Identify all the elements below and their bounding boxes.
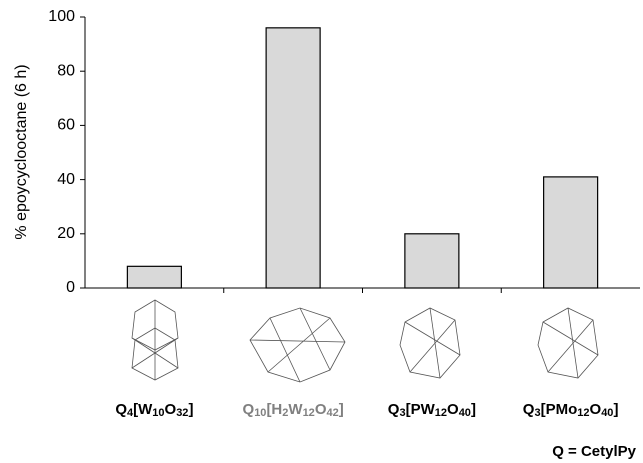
y-axis-label: % epoycyclooctane (6 h) (13, 64, 30, 239)
bar (405, 234, 459, 288)
y-tick-label: 40 (57, 171, 75, 188)
bar (127, 266, 181, 288)
chart: % epoycyclooctane (6 h) Q = CetylPy 0 20 4… (0, 0, 643, 463)
x-tick-label: Q4[W10O32] (115, 401, 193, 419)
y-tick-label: 60 (57, 117, 75, 134)
y-tick-label: 0 (66, 279, 75, 296)
y-tick-label: 20 (57, 225, 75, 242)
structure-drawings (132, 300, 598, 382)
bar (266, 28, 320, 288)
bar (544, 177, 598, 288)
x-tick-label: Q3[PMo12O40] (523, 401, 619, 419)
x-tick-label: Q3[PW12O40] (388, 401, 476, 419)
footnote: Q = CetylPy (552, 443, 636, 460)
y-tick-label: 100 (48, 8, 75, 25)
x-tick-label: Q10[H2W12O42] (243, 401, 344, 419)
y-tick-label: 80 (57, 62, 75, 79)
